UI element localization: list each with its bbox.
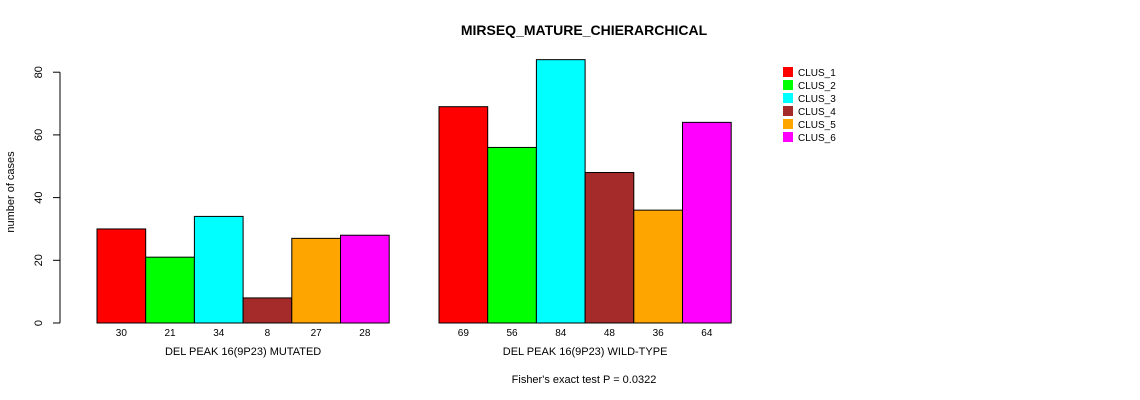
bar-value-label: 21 [164, 328, 176, 339]
legend-swatch [783, 93, 793, 103]
legend-swatch [783, 67, 793, 77]
y-tick-label: 80 [33, 66, 45, 78]
bar-clus-1 [438, 106, 489, 324]
bar-value-label: 30 [116, 328, 128, 339]
group-labels: DEL PEAK 16(9P23) MUTATED DEL PEAK 16(9P2… [165, 346, 667, 358]
legend-label: CLUS_6 [798, 133, 836, 144]
legend-swatch [783, 106, 793, 116]
y-tick-label: 20 [33, 254, 45, 266]
bar-clus-3 [535, 59, 586, 324]
bar-value-label: 28 [359, 328, 371, 339]
group-label: DEL PEAK 16(9P23) WILD-TYPE [503, 346, 668, 358]
bar-clus-6 [682, 121, 732, 324]
legend-label: CLUS_1 [798, 68, 836, 79]
legend: CLUS_1 CLUS_2 CLUS_3 CLUS_4 CLUS_5 CLUS_6 [783, 67, 836, 144]
bar-clus-4 [242, 297, 293, 324]
bar-clus-4 [584, 172, 635, 324]
legend-label: CLUS_4 [798, 107, 836, 118]
bar-clus-2 [487, 146, 537, 324]
bar-value-label: 56 [506, 328, 518, 339]
y-tick-label: 40 [33, 191, 45, 203]
value-labels: 30 21 34 8 27 28 69 56 84 48 36 64 [116, 328, 713, 339]
y-axis: 0 20 40 60 80 [33, 66, 61, 326]
bar-clus-2 [145, 256, 195, 324]
bar-value-label: 8 [265, 328, 271, 339]
bar-clus-3 [193, 215, 244, 324]
legend-label: CLUS_2 [798, 81, 836, 92]
bar-value-label: 36 [653, 328, 665, 339]
chart-title: MIRSEQ_MATURE_CHIERARCHICAL [461, 22, 708, 38]
y-tick-label: 0 [33, 320, 45, 326]
bar-value-label: 84 [555, 328, 567, 339]
legend-swatch [783, 132, 793, 142]
y-tick-label: 60 [33, 129, 45, 141]
bar-clus-6 [340, 234, 390, 324]
bar-clus-5 [633, 209, 683, 324]
bar-value-label: 48 [604, 328, 616, 339]
y-axis-label: number of cases [5, 151, 17, 233]
bar-clus-1 [96, 228, 147, 324]
legend-swatch [783, 80, 793, 90]
legend-label: CLUS_5 [798, 120, 836, 131]
legend-swatch [783, 119, 793, 129]
fisher-test-footnote: Fisher's exact test P = 0.0322 [512, 374, 657, 386]
legend-label: CLUS_3 [798, 94, 836, 105]
bar-value-label: 27 [311, 328, 323, 339]
bar-value-label: 69 [458, 328, 470, 339]
bars [96, 59, 732, 324]
bar-value-label: 64 [701, 328, 713, 339]
bar-value-label: 34 [213, 328, 225, 339]
bar-clus-5 [291, 237, 341, 324]
group-label: DEL PEAK 16(9P23) MUTATED [165, 346, 321, 358]
